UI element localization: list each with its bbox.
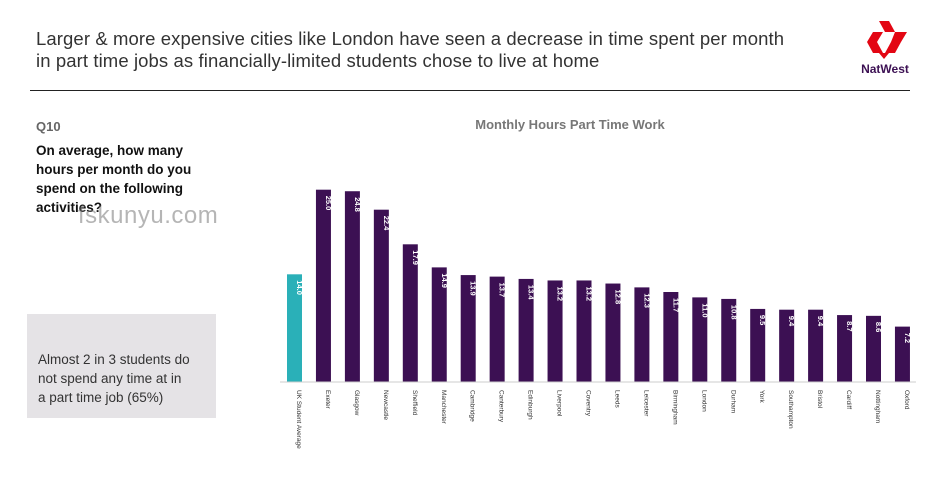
bar-leicester <box>634 287 650 382</box>
bar-manchester <box>431 267 447 382</box>
headline: Larger & more expensive cities like Lond… <box>36 28 826 72</box>
category-label: Edinburgh <box>527 390 534 420</box>
bar-sheffield <box>402 244 418 382</box>
watermark: fskunyu.com <box>78 202 219 229</box>
bar-cambridge <box>460 275 476 382</box>
natwest-logo: NatWest <box>855 20 915 76</box>
category-label: Durham <box>729 390 736 413</box>
bar-uk-student-average <box>287 274 302 382</box>
data-label: 10.8 <box>729 305 738 320</box>
data-label: 13.4 <box>527 285 536 300</box>
category-label: Sheffield <box>411 390 418 416</box>
data-label: 11.0 <box>700 303 709 317</box>
category-label: Liverpool <box>556 390 563 417</box>
bar-london <box>692 297 708 382</box>
data-label: 9.4 <box>816 316 825 327</box>
bar-birmingham <box>663 292 679 382</box>
category-label: Coventry <box>585 390 592 417</box>
data-label: 12.8 <box>613 290 622 305</box>
chart-title: Monthly Hours Part Time Work <box>475 117 665 132</box>
bar-leeds <box>605 283 621 382</box>
data-label: 13.2 <box>556 286 565 301</box>
category-label: Cambridge <box>469 390 476 422</box>
logo-brand-text: NatWest <box>861 62 909 76</box>
bar-exeter <box>315 189 331 382</box>
category-label: Cardiff <box>845 390 852 409</box>
bar-coventry <box>576 280 592 382</box>
category-label: Southampton <box>787 390 794 429</box>
callout-line-3: a part time job (65%) <box>38 390 164 405</box>
data-label: 13.9 <box>469 281 478 296</box>
data-label: 8.7 <box>845 321 854 331</box>
headline-line-2: in part time jobs as financially-limited… <box>36 50 600 71</box>
category-label: Nottingham <box>874 390 881 423</box>
data-label: 22.4 <box>382 216 391 231</box>
question-line-3: spend on the following <box>36 181 183 196</box>
category-label: Manchester <box>440 390 447 425</box>
question-line-2: hours per month do you <box>36 162 192 177</box>
header-divider <box>30 90 910 91</box>
callout-line-2: not spend any time at in <box>38 371 182 386</box>
bar-bristol <box>808 309 824 382</box>
category-label: Bristol <box>816 390 823 409</box>
callout-box: Almost 2 in 3 students do not spend any … <box>27 314 216 418</box>
bar-southampton <box>779 309 795 382</box>
category-label: Glasgow <box>353 390 360 416</box>
data-label: 24.8 <box>353 197 362 212</box>
bar-york <box>750 308 766 382</box>
category-label: UK Student Average <box>295 390 302 449</box>
data-label: 13.7 <box>498 283 507 298</box>
data-label: 8.6 <box>874 322 883 332</box>
bar-newcastle <box>373 209 389 382</box>
data-label: 9.5 <box>758 315 767 325</box>
data-label: 9.4 <box>787 316 796 327</box>
question-line-4: activities? <box>36 200 103 215</box>
data-label: 14.9 <box>440 273 449 288</box>
headline-line-1: Larger & more expensive cities like Lond… <box>36 28 785 49</box>
bar-canterbury <box>489 276 505 382</box>
data-label: 25.0 <box>324 196 333 211</box>
data-label: 14.0 <box>295 280 304 295</box>
category-label: Exeter <box>324 390 331 410</box>
callout-text: Almost 2 in 3 students do not spend any … <box>38 350 214 407</box>
category-label: Oxford <box>903 390 910 410</box>
bar-edinburgh <box>518 278 534 382</box>
natwest-logo-icon <box>867 21 907 59</box>
bar-liverpool <box>547 280 563 382</box>
question-line-1: On average, how many <box>36 143 184 158</box>
data-label: 13.2 <box>585 286 594 301</box>
callout-line-1: Almost 2 in 3 students do <box>38 352 190 367</box>
data-label: 12.3 <box>642 293 651 308</box>
data-label: 17.9 <box>411 250 420 265</box>
category-label: Leeds <box>613 390 620 408</box>
category-label: London <box>700 390 707 412</box>
bar-durham <box>721 298 737 382</box>
bar-oxford <box>894 326 910 382</box>
bar-chart: 14.0 UK Student Average 25.0 Exeter 24.8 Glas… <box>280 189 916 449</box>
data-label: 7.2 <box>903 333 912 343</box>
bar-glasgow <box>344 191 360 382</box>
category-label: York <box>758 390 765 404</box>
bar-nottingham <box>866 315 881 382</box>
category-label: Newcastle <box>382 390 389 420</box>
category-label: Canterbury <box>498 390 505 423</box>
category-label: Birmingham <box>671 390 678 425</box>
bar-cardiff <box>837 315 853 382</box>
data-label: 11.7 <box>671 298 680 312</box>
category-label: Leicester <box>642 390 649 417</box>
question-text: On average, how many hours per month do … <box>36 141 236 217</box>
question-number: Q10 <box>36 119 61 134</box>
